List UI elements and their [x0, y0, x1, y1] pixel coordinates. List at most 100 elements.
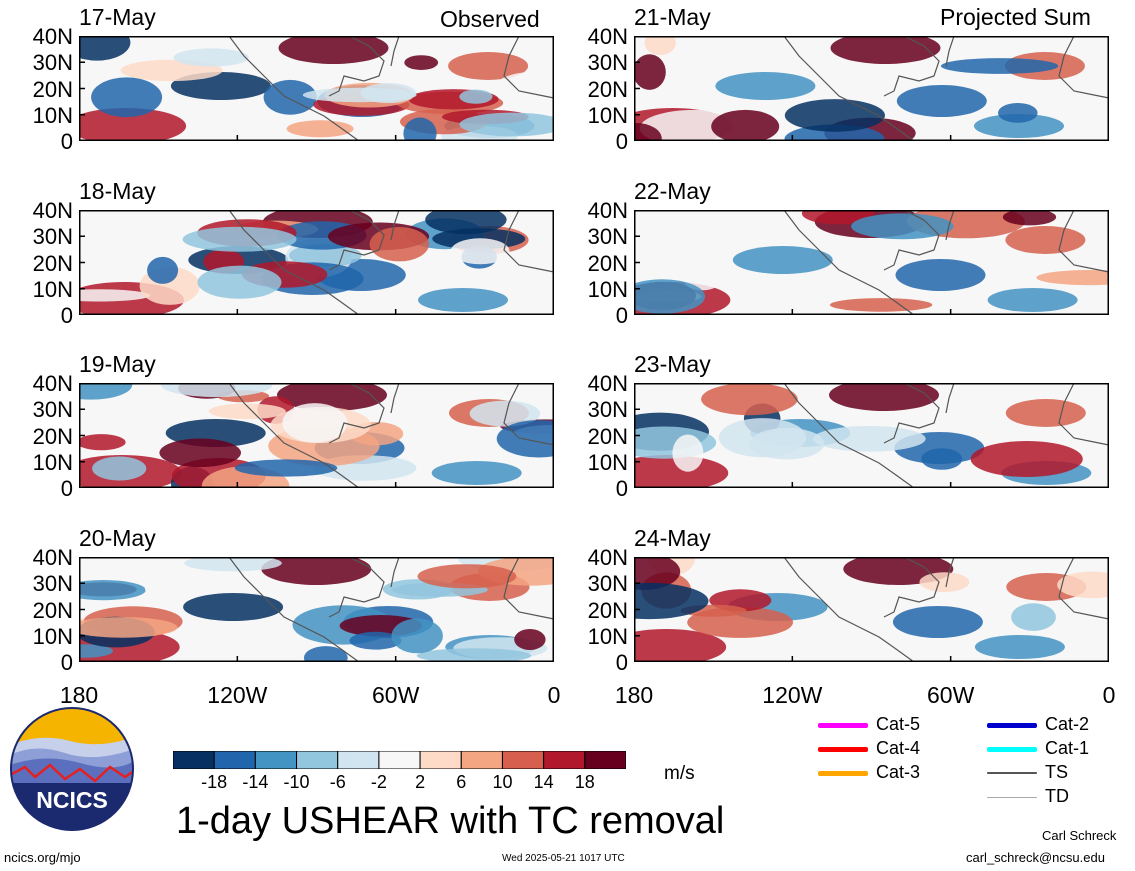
coastline [228, 383, 554, 488]
colorbar-label: 2 [415, 772, 426, 792]
y-tick-label: 0 [60, 129, 73, 154]
colorbar-swatch [254, 750, 298, 770]
y-tick-label: 10N [32, 102, 73, 128]
y-tick-label: 10N [32, 449, 73, 475]
panel-date-label: 22-May [634, 178, 711, 204]
y-tick-label: 40N [587, 545, 628, 570]
colorbar-swatch [543, 750, 586, 770]
shear-map [79, 36, 554, 141]
x-tick-label: 60W [372, 682, 420, 708]
x-tick-label: 0 [1102, 682, 1116, 708]
tc-legend-label: TS [1045, 762, 1069, 782]
coastline [783, 210, 1109, 315]
y-tick-label: 30N [32, 571, 73, 597]
y-tick-label: 20N [587, 597, 628, 623]
coastline [228, 557, 554, 662]
colorbar-units: m/s [664, 763, 695, 784]
y-tick-label: 20N [587, 250, 628, 276]
tc-legend-line [987, 796, 1037, 798]
colorbar [172, 750, 627, 770]
y-tick-label: 10N [32, 276, 73, 302]
y-tick-label: 10N [32, 623, 73, 649]
colorbar-swatch [460, 750, 503, 770]
x-tick-label: 60W [927, 682, 975, 708]
logo-text: NCICS [36, 787, 108, 813]
figure-title: 1-day USHEAR with TC removal [176, 800, 725, 842]
y-tick-label: 20N [32, 423, 73, 449]
y-tick-label: 40N [32, 24, 73, 49]
coastline [783, 383, 1109, 488]
footer-site: ncics.org/mjo [4, 850, 81, 865]
shear-map [634, 383, 1109, 488]
y-tick-label: 30N [32, 224, 73, 250]
footer-author: Carl Schreck [1042, 828, 1117, 843]
footer-email: carl_schreck@ncsu.edu [966, 850, 1105, 865]
y-tick-label: 30N [587, 50, 628, 76]
colorbar-swatch [213, 750, 256, 770]
coastline [228, 210, 554, 315]
y-tick-label: 10N [587, 449, 628, 475]
x-tick-label: 120W [762, 682, 823, 708]
panel-date-label: 17-May [79, 4, 156, 30]
tc-legend-line [818, 746, 868, 752]
tc-legend-line [818, 722, 868, 728]
colorbar-swatch [337, 750, 380, 770]
colorbar-swatch [296, 750, 339, 770]
panel-date-label: 18-May [79, 178, 156, 204]
y-tick-label: 10N [587, 276, 628, 302]
tc-legend-label: TD [1045, 786, 1069, 806]
colorbar-label: 6 [456, 772, 467, 792]
coastline [783, 36, 1109, 141]
y-tick-label: 30N [587, 397, 628, 423]
colorbar-swatch [419, 750, 462, 770]
shear-map [634, 36, 1109, 141]
shear-map [79, 383, 554, 488]
y-tick-label: 20N [32, 250, 73, 276]
y-tick-label: 40N [32, 545, 73, 570]
y-tick-label: 20N [32, 76, 73, 102]
colorbar-swatch [378, 750, 421, 770]
y-tick-label: 0 [60, 650, 73, 675]
tc-legend-label: Cat-2 [1045, 714, 1090, 734]
ncics-logo: NCICS [10, 707, 134, 831]
colorbar-label: -14 [242, 772, 269, 792]
y-tick-label: 0 [615, 476, 628, 501]
tc-legend-line [987, 722, 1037, 728]
x-tick-label: 0 [547, 682, 561, 708]
tc-legend-label: Cat-3 [876, 762, 921, 782]
y-tick-label: 30N [32, 50, 73, 76]
colorbar-swatch [584, 750, 627, 770]
colorbar-label: -6 [329, 772, 346, 792]
shear-map [79, 210, 554, 315]
x-tick-label: 120W [207, 682, 268, 708]
panel-date-label: 19-May [79, 351, 156, 377]
y-tick-label: 40N [32, 198, 73, 223]
x-tick-label: 180 [59, 682, 99, 708]
y-tick-label: 20N [587, 76, 628, 102]
y-tick-label: 0 [615, 650, 628, 675]
y-tick-label: 10N [587, 623, 628, 649]
y-tick-label: 0 [615, 129, 628, 154]
shear-map [79, 557, 554, 662]
colorbar-swatch [501, 750, 545, 770]
tc-legend-line [987, 772, 1037, 774]
y-tick-label: 40N [32, 371, 73, 396]
colorbar-label: -2 [370, 772, 387, 792]
tc-legend-label: Cat-4 [876, 738, 921, 758]
colorbar-label: -10 [283, 772, 310, 792]
panel-date-label: 24-May [634, 525, 711, 551]
tc-legend-label: Cat-1 [1045, 738, 1090, 758]
colorbar-label: -18 [201, 772, 228, 792]
colorbar-swatches [172, 750, 627, 770]
y-tick-label: 0 [60, 303, 73, 328]
tc-legend-label: Cat-5 [876, 714, 921, 734]
coastline [228, 36, 554, 141]
observed-label: Observed [440, 6, 540, 32]
y-tick-label: 10N [587, 102, 628, 128]
y-tick-label: 40N [587, 371, 628, 396]
panel-date-label: 20-May [79, 525, 156, 551]
y-tick-label: 30N [587, 224, 628, 250]
y-tick-label: 40N [587, 198, 628, 223]
footer-timestamp: Wed 2025-05-21 1017 UTC [502, 853, 625, 864]
tc-legend-line [987, 746, 1037, 752]
